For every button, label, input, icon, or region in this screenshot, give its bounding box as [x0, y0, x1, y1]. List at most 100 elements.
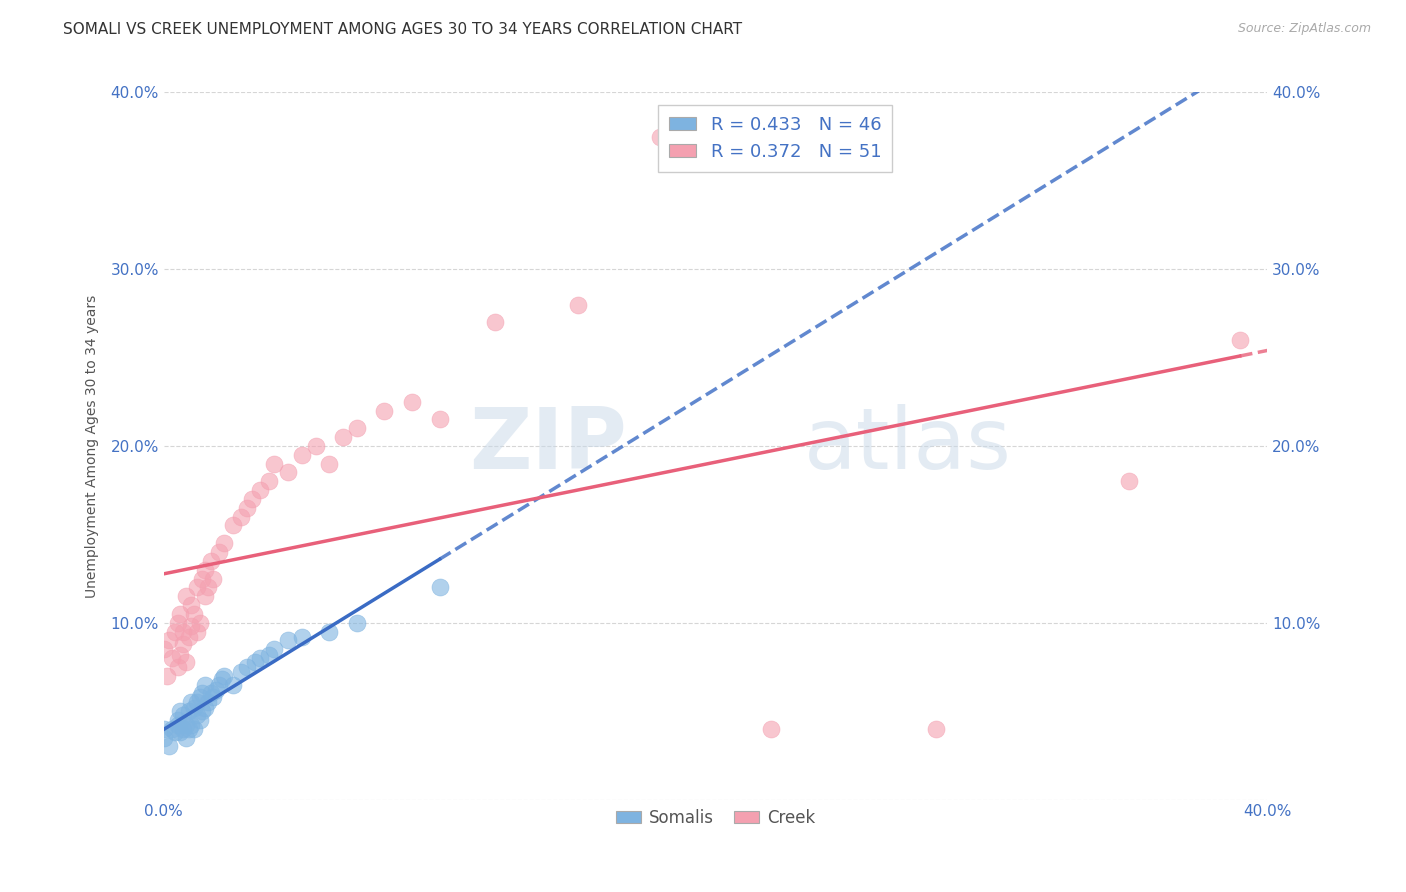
Point [229, 665, 252, 680]
Point [186, 695, 208, 709]
Point [318, 457, 340, 471]
Point [160, 722, 183, 736]
Point [172, 637, 194, 651]
Point [191, 686, 214, 700]
Point [177, 704, 200, 718]
Point [180, 598, 202, 612]
Point [235, 500, 257, 515]
Point [484, 315, 506, 329]
Legend: Somalis, Creek: Somalis, Creek [609, 802, 823, 834]
Point [229, 509, 252, 524]
Point [202, 690, 225, 704]
Point [152, 731, 174, 745]
Point [160, 651, 183, 665]
Point [157, 739, 180, 754]
Point [263, 642, 285, 657]
Point [166, 615, 188, 630]
Point [172, 624, 194, 639]
Point [567, 297, 589, 311]
Point [197, 580, 219, 594]
Point [277, 466, 299, 480]
Point [214, 669, 236, 683]
Point [191, 572, 214, 586]
Point [186, 580, 208, 594]
Point [197, 695, 219, 709]
Point [180, 718, 202, 732]
Point [194, 563, 217, 577]
Point [650, 129, 672, 144]
Point [152, 642, 174, 657]
Point [166, 660, 188, 674]
Point [172, 722, 194, 736]
Point [429, 580, 451, 594]
Point [155, 669, 177, 683]
Point [318, 624, 340, 639]
Point [346, 615, 368, 630]
Point [152, 722, 174, 736]
Point [188, 615, 211, 630]
Point [205, 682, 228, 697]
Point [180, 619, 202, 633]
Text: SOMALI VS CREEK UNEMPLOYMENT AMONG AGES 30 TO 34 YEARS CORRELATION CHART: SOMALI VS CREEK UNEMPLOYMENT AMONG AGES … [63, 22, 742, 37]
Point [222, 518, 245, 533]
Point [1118, 475, 1140, 489]
Point [180, 695, 202, 709]
Point [249, 483, 271, 497]
Point [174, 718, 197, 732]
Point [174, 589, 197, 603]
Point [188, 690, 211, 704]
Point [166, 718, 188, 732]
Point [277, 633, 299, 648]
Point [257, 648, 280, 662]
Point [177, 722, 200, 736]
Point [200, 686, 222, 700]
Point [202, 572, 225, 586]
Point [194, 700, 217, 714]
Point [401, 394, 423, 409]
Point [183, 722, 205, 736]
Y-axis label: Unemployment Among Ages 30 to 34 years: Unemployment Among Ages 30 to 34 years [86, 294, 100, 598]
Point [208, 545, 231, 559]
Point [157, 633, 180, 648]
Point [263, 457, 285, 471]
Point [174, 731, 197, 745]
Point [214, 536, 236, 550]
Point [194, 589, 217, 603]
Point [177, 630, 200, 644]
Point [332, 430, 354, 444]
Point [186, 707, 208, 722]
Point [249, 651, 271, 665]
Text: ZIP: ZIP [470, 404, 627, 487]
Point [346, 421, 368, 435]
Point [243, 655, 266, 669]
Point [188, 713, 211, 727]
Point [186, 624, 208, 639]
Point [169, 607, 191, 621]
Point [208, 677, 231, 691]
Point [373, 403, 395, 417]
Point [240, 491, 263, 506]
Point [172, 707, 194, 722]
Point [1229, 333, 1251, 347]
Point [235, 660, 257, 674]
Point [169, 704, 191, 718]
Point [174, 655, 197, 669]
Point [166, 713, 188, 727]
Point [191, 704, 214, 718]
Point [925, 722, 948, 736]
Point [183, 607, 205, 621]
Text: Source: ZipAtlas.com: Source: ZipAtlas.com [1237, 22, 1371, 36]
Point [291, 448, 314, 462]
Point [291, 630, 314, 644]
Point [304, 439, 326, 453]
Point [200, 554, 222, 568]
Text: atlas: atlas [804, 404, 1012, 487]
Point [759, 722, 782, 736]
Point [183, 700, 205, 714]
Point [194, 677, 217, 691]
Point [163, 624, 186, 639]
Point [169, 648, 191, 662]
Point [429, 412, 451, 426]
Point [169, 725, 191, 739]
Point [257, 475, 280, 489]
